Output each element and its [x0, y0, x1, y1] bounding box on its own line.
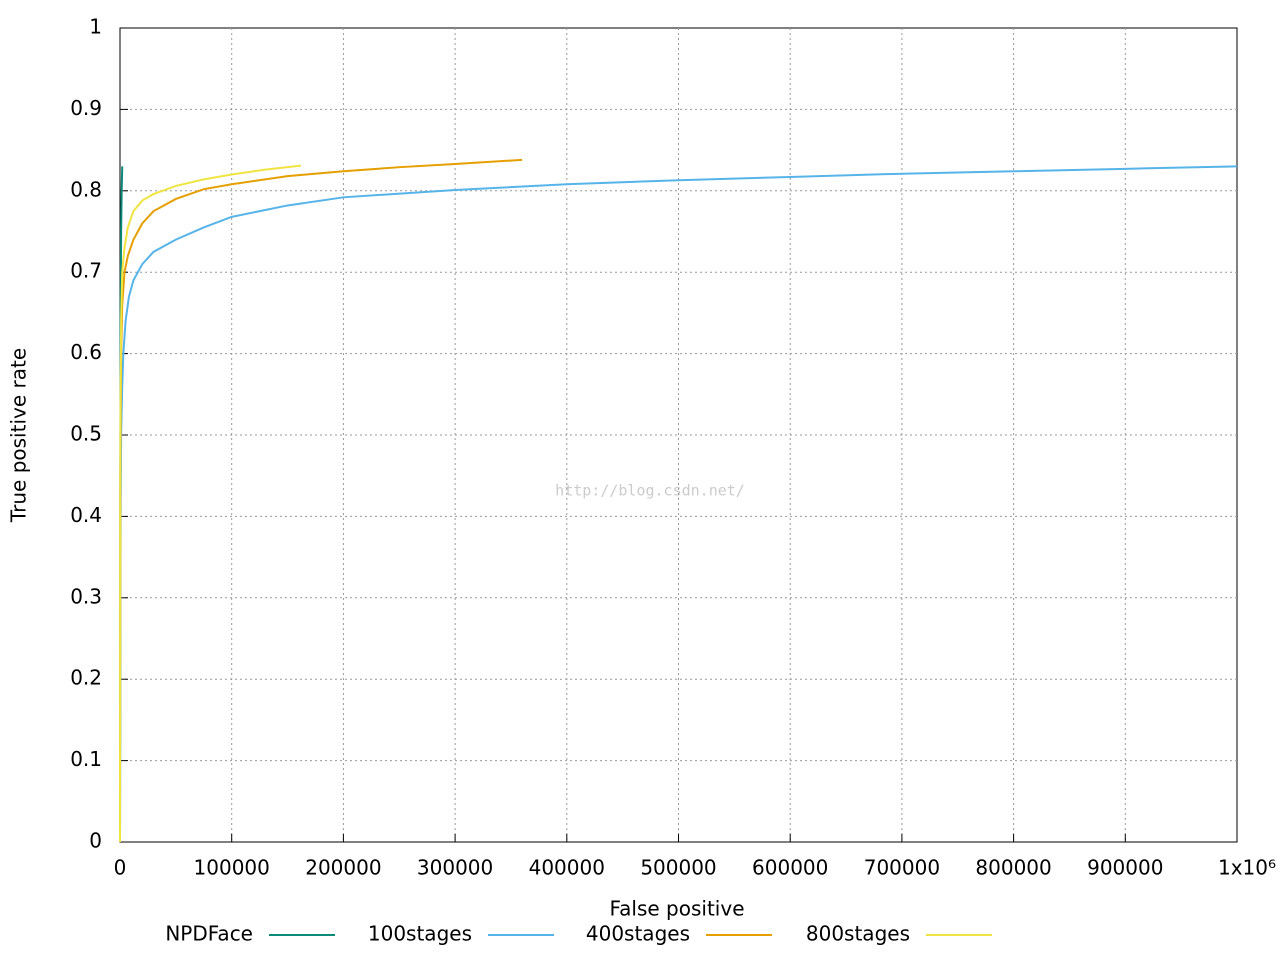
y-tick-label: 0.8	[70, 177, 102, 201]
y-tick-label: 1	[89, 15, 102, 39]
x-tick-label: 600000	[752, 856, 828, 880]
y-tick-label: 0.4	[70, 503, 102, 527]
y-tick-label: 0	[89, 829, 102, 853]
y-tick-label: 0.1	[70, 747, 102, 771]
series-line	[119, 158, 523, 843]
x-tick-label: 100000	[194, 856, 270, 880]
x-tick-label: 500000	[640, 856, 716, 880]
y-tick-label: 0.6	[70, 340, 102, 364]
series-line	[119, 164, 302, 843]
y-tick-label: 0.7	[70, 259, 102, 283]
x-tick-label: 400000	[529, 856, 605, 880]
x-tick-label: 800000	[975, 856, 1051, 880]
legend-label: 400stages	[586, 922, 690, 946]
x-tick-label: 0	[114, 856, 127, 880]
legend-label: 800stages	[806, 922, 910, 946]
series-line	[119, 165, 1238, 843]
y-tick-label: 0.5	[70, 422, 102, 446]
x-tick-label: 1x10⁶	[1218, 856, 1276, 880]
x-tick-label: 200000	[305, 856, 381, 880]
y-tick-label: 0.9	[70, 96, 102, 120]
y-axis-label: True positive rate	[7, 348, 31, 523]
watermark: http://blog.csdn.net/	[555, 482, 745, 500]
legend-label: 100stages	[368, 922, 472, 946]
y-tick-label: 0.2	[70, 666, 102, 690]
x-tick-label: 300000	[417, 856, 493, 880]
y-tick-label: 0.3	[70, 584, 102, 608]
x-tick-label: 900000	[1087, 856, 1163, 880]
legend-label: NPDFace	[165, 922, 253, 946]
x-axis-label: False positive	[609, 897, 744, 921]
x-tick-label: 700000	[864, 856, 940, 880]
